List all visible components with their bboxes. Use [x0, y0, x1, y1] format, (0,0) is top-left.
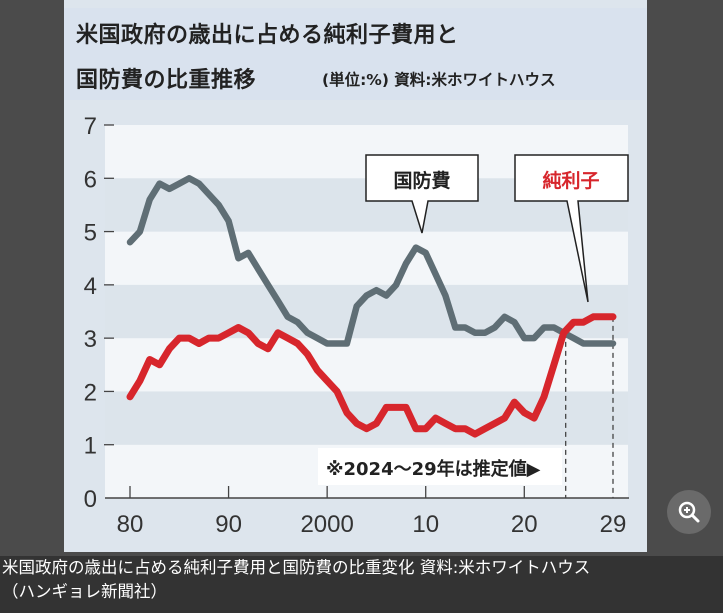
x-tick-label: 2000	[300, 511, 353, 538]
y-tick-label: 7	[84, 113, 97, 140]
y-tick-label: 6	[84, 166, 97, 193]
y-tick-label: 3	[84, 326, 97, 353]
callout-box-defense	[365, 154, 479, 234]
x-tick-label: 80	[117, 511, 144, 538]
image-caption: 米国政府の歳出に占める純利子費用と国防費の比重変化 資料:米ホワイトハウス （ハ…	[0, 556, 723, 613]
estimate-note-box	[318, 448, 562, 485]
series-label-defense: 国防費	[393, 169, 450, 192]
band-2-3	[105, 338, 628, 392]
zoom-button[interactable]	[667, 490, 711, 534]
series-label-interest: 純利子	[542, 169, 599, 192]
chart-title-line2: 国防費の比重推移	[76, 68, 257, 93]
x-tick-label: 90	[215, 511, 242, 538]
y-tick-label: 4	[84, 273, 97, 300]
chart-title-line1: 米国政府の歳出に占める純利子費用と	[76, 23, 459, 48]
estimate-dashed-lines	[565, 316, 614, 498]
band-4-5	[105, 231, 628, 285]
band-1-2	[105, 391, 628, 445]
series-callouts: 国防費 純利子	[365, 154, 629, 303]
caption-line2: （ハンギョレ新聞社）	[2, 582, 167, 601]
axes: 0 1 2 3 4 5 6 7 80 90 2000 10 20 29	[84, 113, 629, 538]
x-tick-label: 29	[600, 511, 627, 538]
estimate-note-text: ※2024～29年は推定値▶	[326, 458, 541, 480]
y-tick-label: 2	[84, 379, 97, 406]
zoom-in-icon	[678, 501, 700, 523]
y-tick-label: 1	[84, 433, 97, 460]
series-lines	[126, 175, 617, 438]
x-tick-label: 20	[511, 511, 538, 538]
caption-line1: 米国政府の歳出に占める純利子費用と国防費の比重変化 資料:米ホワイトハウス	[2, 558, 591, 577]
x-tick-label: 10	[412, 511, 439, 538]
background-bands	[105, 125, 628, 498]
y-tick-label: 0	[84, 486, 97, 513]
series-line-defense	[126, 175, 617, 347]
series-line-interest	[126, 313, 617, 438]
title-band	[64, 8, 647, 100]
estimate-note: ※2024～29年は推定値▶	[318, 448, 562, 485]
chart-unit-source: (単位:%) 資料:米ホワイトハウス	[322, 71, 556, 89]
y-tick-label: 5	[84, 220, 97, 247]
callout-box-interest	[514, 154, 629, 303]
